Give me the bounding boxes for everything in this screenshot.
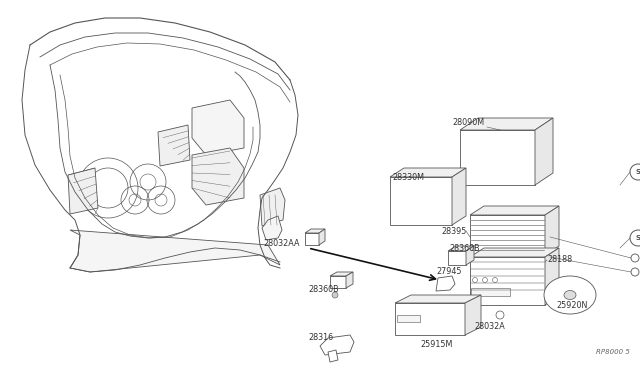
Polygon shape — [535, 118, 553, 185]
Polygon shape — [390, 168, 466, 177]
Polygon shape — [470, 206, 559, 215]
Polygon shape — [305, 233, 319, 245]
Polygon shape — [305, 229, 325, 233]
Text: 28032AA: 28032AA — [264, 240, 300, 248]
Polygon shape — [192, 148, 244, 205]
Polygon shape — [319, 229, 325, 245]
Polygon shape — [465, 295, 481, 335]
Polygon shape — [448, 251, 466, 265]
Ellipse shape — [544, 276, 596, 314]
Text: 28032A: 28032A — [475, 322, 506, 331]
Polygon shape — [320, 335, 354, 355]
Polygon shape — [545, 248, 559, 305]
Polygon shape — [448, 246, 474, 251]
Polygon shape — [68, 168, 98, 214]
Ellipse shape — [564, 291, 576, 299]
Polygon shape — [330, 272, 353, 276]
Text: 25920N: 25920N — [556, 301, 588, 310]
Polygon shape — [460, 130, 535, 185]
Text: 28090M: 28090M — [452, 118, 484, 127]
Polygon shape — [70, 230, 280, 272]
Polygon shape — [260, 188, 285, 226]
Polygon shape — [192, 100, 244, 155]
Polygon shape — [262, 216, 282, 240]
Text: S: S — [636, 169, 640, 175]
Polygon shape — [436, 276, 455, 291]
Polygon shape — [470, 215, 545, 255]
Polygon shape — [328, 350, 338, 362]
Polygon shape — [470, 257, 545, 305]
Text: 27945: 27945 — [436, 267, 461, 276]
Text: 25915M: 25915M — [420, 340, 452, 349]
Text: S: S — [636, 235, 640, 241]
Circle shape — [332, 292, 338, 298]
Text: RP8000 5: RP8000 5 — [596, 349, 630, 355]
Polygon shape — [460, 118, 553, 130]
Polygon shape — [470, 248, 559, 257]
Text: 28360B: 28360B — [449, 244, 479, 253]
Text: 28395: 28395 — [442, 227, 467, 235]
Text: 28316: 28316 — [308, 334, 333, 343]
Polygon shape — [390, 177, 452, 225]
Polygon shape — [397, 315, 420, 322]
Text: 28330M: 28330M — [392, 173, 424, 182]
Polygon shape — [466, 246, 474, 265]
Text: 28188: 28188 — [547, 256, 572, 264]
Polygon shape — [395, 295, 481, 303]
Polygon shape — [452, 168, 466, 225]
Polygon shape — [158, 125, 190, 166]
Text: 28360B: 28360B — [308, 285, 339, 295]
Polygon shape — [346, 272, 353, 288]
Polygon shape — [330, 276, 346, 288]
Polygon shape — [471, 288, 510, 296]
Polygon shape — [395, 303, 465, 335]
Polygon shape — [545, 206, 559, 255]
